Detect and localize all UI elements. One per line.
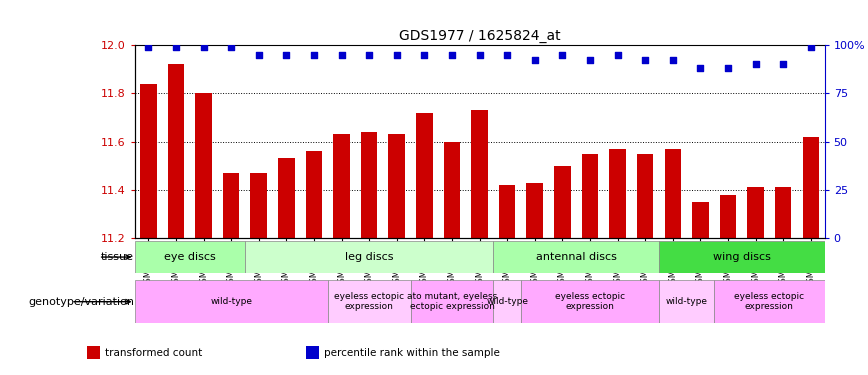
Bar (493, 241, 659, 273)
Text: wing discs: wing discs (713, 252, 771, 262)
Bar (775, 188, 792, 238)
Bar (499, 185, 516, 238)
Point (638, 57, 652, 63)
Point (666, 57, 680, 63)
Bar (554, 166, 570, 238)
Point (556, 52, 569, 58)
Point (169, 44, 183, 50)
Title: GDS1977 / 1625824_at: GDS1977 / 1625824_at (398, 28, 561, 43)
Text: ato mutant, eyeless
ectopic expression: ato mutant, eyeless ectopic expression (407, 292, 497, 311)
Point (224, 44, 238, 50)
Bar (411, 280, 493, 323)
Text: leg discs: leg discs (345, 252, 393, 262)
Point (335, 52, 349, 58)
Bar (389, 134, 405, 238)
Bar (747, 188, 764, 238)
Bar (135, 280, 328, 323)
Point (362, 52, 376, 58)
Point (307, 52, 321, 58)
Bar (444, 142, 460, 238)
Text: antennal discs: antennal discs (536, 252, 616, 262)
Text: wild-type: wild-type (666, 297, 707, 306)
Bar (223, 173, 240, 238)
Text: eyeless ectopic
expression: eyeless ectopic expression (555, 292, 625, 311)
Point (694, 65, 707, 71)
Bar (245, 241, 493, 273)
Text: genotype/variation: genotype/variation (28, 297, 134, 307)
Bar (692, 202, 708, 238)
Point (804, 44, 818, 50)
Point (776, 61, 790, 68)
Bar (251, 173, 267, 238)
Bar (306, 346, 319, 359)
Bar (416, 112, 432, 238)
Bar (720, 195, 736, 238)
Text: eyeless ectopic
expression: eyeless ectopic expression (734, 292, 805, 311)
Bar (306, 151, 322, 238)
Bar (637, 154, 654, 238)
Bar (659, 280, 714, 323)
Point (390, 52, 404, 58)
Text: eye discs: eye discs (164, 252, 215, 262)
Bar (665, 149, 681, 238)
Point (141, 44, 155, 50)
Bar (527, 183, 543, 238)
Point (721, 65, 735, 71)
Text: wild-type: wild-type (210, 297, 252, 306)
Text: transformed count: transformed count (105, 348, 202, 358)
Bar (493, 280, 521, 323)
Bar (135, 241, 245, 273)
Bar (582, 154, 598, 238)
Point (528, 57, 542, 63)
Point (473, 52, 487, 58)
Point (196, 44, 210, 50)
Text: eyeless ectopic
expression: eyeless ectopic expression (334, 292, 404, 311)
Bar (659, 241, 825, 273)
Bar (328, 280, 411, 323)
Bar (168, 64, 184, 238)
Point (500, 52, 514, 58)
Bar (609, 149, 626, 238)
Point (611, 52, 625, 58)
Point (748, 61, 763, 68)
Bar (714, 280, 825, 323)
Point (418, 52, 431, 58)
Bar (361, 132, 378, 238)
Bar (333, 134, 350, 238)
Text: tissue: tissue (101, 252, 134, 262)
Text: percentile rank within the sample: percentile rank within the sample (324, 348, 500, 358)
Bar (521, 280, 659, 323)
Bar (87, 346, 100, 359)
Point (445, 52, 459, 58)
Bar (471, 110, 488, 238)
Point (279, 52, 293, 58)
Bar (195, 93, 212, 238)
Point (583, 57, 597, 63)
Bar (278, 159, 294, 238)
Text: wild-type: wild-type (486, 297, 528, 306)
Point (252, 52, 266, 58)
Bar (140, 84, 156, 238)
Bar (803, 137, 819, 238)
